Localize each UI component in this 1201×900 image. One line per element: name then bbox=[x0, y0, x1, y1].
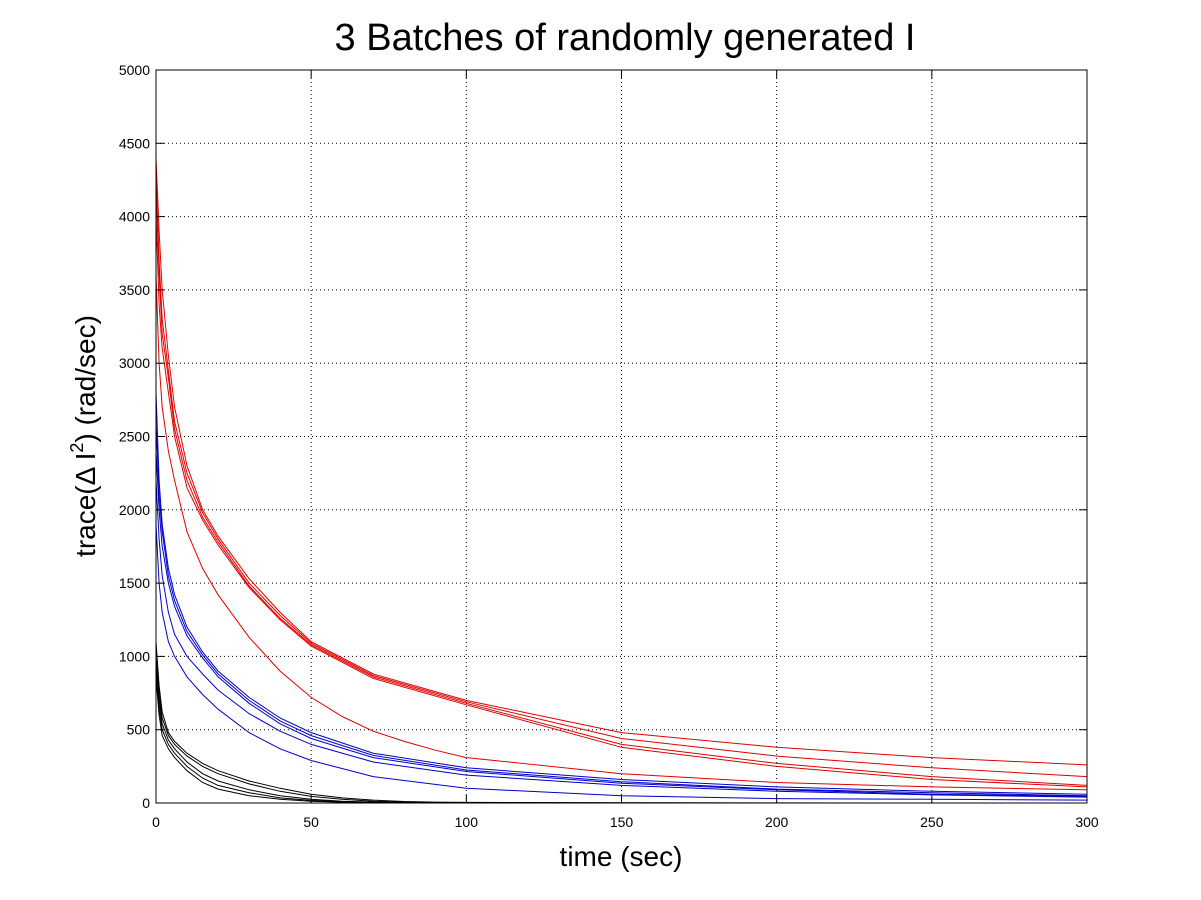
ticks: 0 50 100 150 200 250 3000500100015002000250030… bbox=[119, 62, 1099, 830]
y-tick-label: 0 bbox=[142, 795, 150, 811]
chart-title: 3 Batches of randomly generated I bbox=[335, 17, 916, 59]
x-tick-label: 100 bbox=[455, 814, 479, 830]
y-axis-label-prefix: trace(Δ I bbox=[70, 453, 101, 557]
y-tick-label: 4000 bbox=[119, 209, 150, 225]
x-tick-label: 150 bbox=[610, 814, 634, 830]
y-tick-label: 1500 bbox=[119, 575, 150, 591]
series-line-red bbox=[155, 187, 1088, 786]
y-tick-label: 3000 bbox=[119, 355, 150, 371]
y-tick-label: 4500 bbox=[119, 135, 150, 151]
series-line-red bbox=[155, 275, 1088, 791]
y-tick-label: 500 bbox=[127, 722, 151, 738]
y-axis-label-superscript: 2 bbox=[67, 443, 87, 453]
y-tick-label: 1000 bbox=[119, 648, 150, 664]
x-tick-label: 250 bbox=[920, 814, 944, 830]
series-line-blue bbox=[155, 421, 1088, 797]
y-tick-label: 5000 bbox=[119, 62, 150, 78]
x-tick-label: 0 bbox=[152, 814, 160, 830]
x-axis-label: time (sec) bbox=[560, 841, 683, 872]
series-line-red bbox=[155, 157, 1088, 766]
y-tick-label: 3500 bbox=[119, 282, 150, 298]
y-axis-label: trace(Δ I2) (rad/sec) bbox=[67, 315, 101, 557]
x-tick-label: 50 bbox=[303, 814, 319, 830]
y-tick-label: 2000 bbox=[119, 502, 150, 518]
series-line-blue bbox=[155, 480, 1088, 798]
x-tick-label: 300 bbox=[1075, 814, 1099, 830]
series-line-blue bbox=[155, 524, 1088, 801]
series-line-blue bbox=[155, 451, 1088, 797]
series-line-red bbox=[155, 216, 1088, 788]
x-tick-label: 200 bbox=[765, 814, 789, 830]
series-line-red bbox=[155, 172, 1088, 778]
series-line-blue bbox=[155, 392, 1088, 795]
y-axis-label-suffix: ) (rad/sec) bbox=[70, 315, 101, 443]
y-tick-label: 2500 bbox=[119, 429, 150, 445]
